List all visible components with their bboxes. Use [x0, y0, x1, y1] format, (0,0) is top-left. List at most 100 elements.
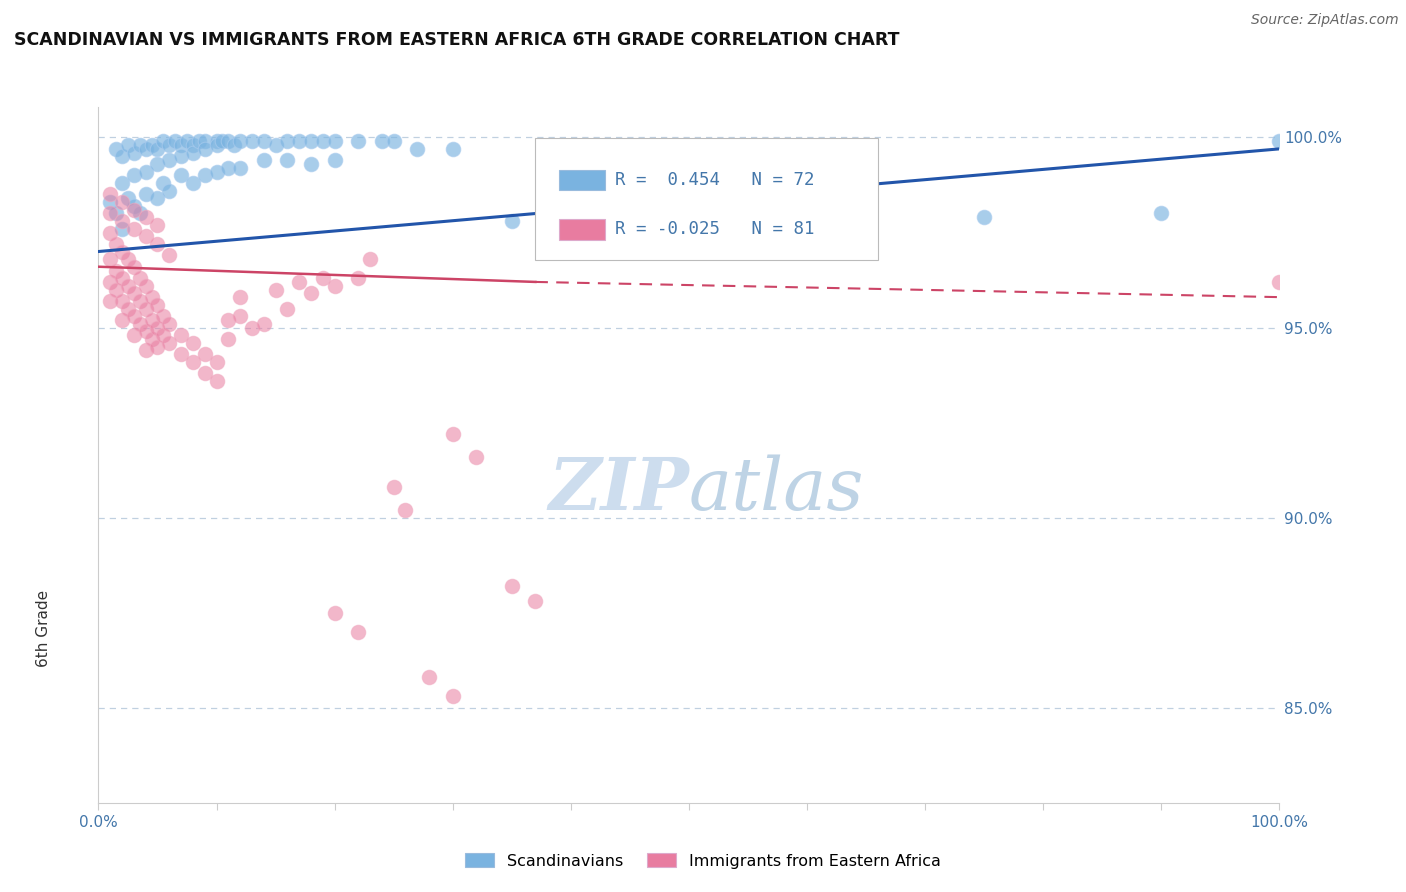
Point — [253, 134, 276, 148]
Point — [205, 355, 228, 369]
Point — [299, 157, 322, 171]
Point — [152, 176, 174, 190]
Point — [157, 335, 180, 350]
Point — [170, 169, 193, 183]
Point — [240, 134, 263, 148]
Point — [135, 301, 157, 316]
Point — [141, 290, 163, 304]
Point — [359, 252, 381, 266]
Point — [264, 138, 287, 153]
Point — [264, 283, 287, 297]
Point — [146, 340, 169, 354]
Point — [394, 503, 416, 517]
Point — [146, 157, 169, 171]
Point — [181, 145, 204, 160]
Point — [465, 450, 488, 464]
Point — [105, 206, 128, 220]
Point — [135, 229, 157, 244]
Point — [229, 290, 252, 304]
Point — [135, 324, 157, 338]
Point — [441, 427, 464, 442]
Point — [111, 214, 134, 228]
Point — [406, 142, 429, 156]
Point — [253, 153, 276, 168]
Point — [276, 134, 298, 148]
Y-axis label: 6th Grade: 6th Grade — [37, 591, 51, 667]
Point — [276, 153, 298, 168]
Point — [299, 286, 322, 301]
Point — [288, 275, 311, 289]
Point — [441, 690, 464, 704]
Point — [152, 309, 174, 323]
FancyBboxPatch shape — [536, 138, 877, 260]
Point — [98, 187, 121, 202]
Point — [135, 187, 157, 202]
Point — [135, 278, 157, 293]
Point — [323, 278, 346, 293]
Point — [105, 236, 128, 251]
Point — [146, 142, 169, 156]
Point — [205, 134, 228, 148]
FancyBboxPatch shape — [560, 219, 605, 240]
Point — [288, 134, 311, 148]
Point — [117, 252, 139, 266]
Point — [128, 206, 150, 220]
Point — [122, 309, 145, 323]
Text: ZIP: ZIP — [548, 454, 689, 525]
Point — [157, 153, 180, 168]
Point — [678, 221, 700, 235]
Point — [217, 134, 239, 148]
Point — [128, 293, 150, 308]
Point — [276, 301, 298, 316]
Point — [312, 271, 335, 285]
Point — [205, 164, 228, 178]
Point — [165, 134, 187, 148]
Point — [111, 271, 134, 285]
Point — [347, 624, 370, 639]
Point — [181, 176, 204, 190]
Point — [141, 313, 163, 327]
Text: R = -0.025   N = 81: R = -0.025 N = 81 — [614, 220, 814, 238]
Point — [170, 347, 193, 361]
Point — [205, 374, 228, 388]
Point — [253, 317, 276, 331]
Point — [157, 184, 180, 198]
Point — [217, 313, 239, 327]
Point — [152, 134, 174, 148]
Point — [323, 134, 346, 148]
Point — [299, 134, 322, 148]
Point — [141, 332, 163, 346]
Point — [128, 271, 150, 285]
Point — [157, 138, 180, 153]
Point — [111, 221, 134, 235]
Point — [146, 298, 169, 312]
Point — [211, 134, 233, 148]
Point — [111, 149, 134, 163]
Point — [240, 320, 263, 334]
Point — [194, 134, 217, 148]
Point — [855, 226, 877, 240]
Point — [217, 332, 239, 346]
Point — [323, 606, 346, 620]
Text: atlas: atlas — [689, 454, 865, 525]
Point — [146, 191, 169, 205]
Point — [117, 278, 139, 293]
Point — [141, 138, 163, 153]
Point — [105, 283, 128, 297]
Point — [146, 320, 169, 334]
Point — [122, 202, 145, 217]
Point — [194, 169, 217, 183]
Point — [418, 670, 440, 684]
Point — [382, 480, 405, 494]
Point — [347, 271, 370, 285]
Point — [135, 343, 157, 358]
Point — [224, 138, 246, 153]
Point — [217, 161, 239, 175]
Point — [98, 226, 121, 240]
Point — [98, 195, 121, 210]
Legend: Scandinavians, Immigrants from Eastern Africa: Scandinavians, Immigrants from Eastern A… — [458, 847, 948, 875]
Point — [312, 134, 335, 148]
Point — [105, 263, 128, 277]
Point — [501, 579, 523, 593]
Point — [157, 317, 180, 331]
